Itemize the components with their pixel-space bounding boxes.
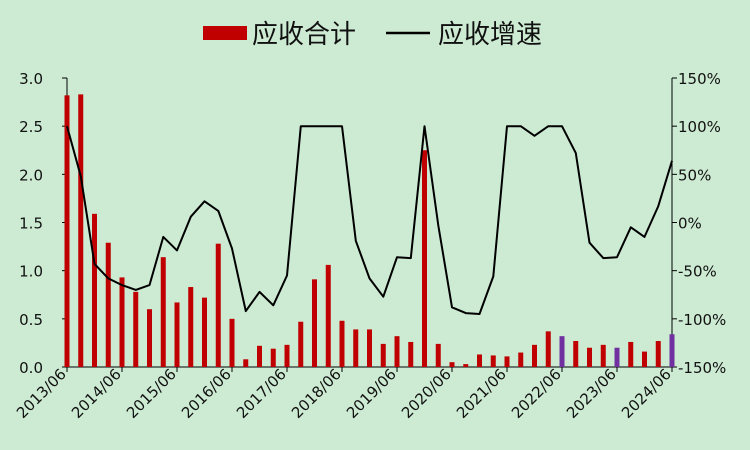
bar [105, 242, 111, 367]
bar [133, 291, 139, 367]
bar [545, 331, 551, 367]
bar [243, 359, 249, 367]
bar [463, 364, 469, 367]
bar [422, 150, 427, 367]
bar [367, 329, 372, 367]
x-tick-label: 2016/06 [178, 365, 235, 422]
bar [298, 321, 304, 367]
bar [229, 318, 235, 367]
legend: 应收合计 应收增速 [203, 20, 542, 50]
bar [215, 243, 221, 367]
legend-label-line: 应收增速 [438, 20, 542, 50]
bar [614, 347, 620, 367]
bar [669, 334, 675, 367]
bar [92, 213, 97, 367]
x-tick-label: 2022/06 [508, 365, 565, 422]
left-tick-label: 0.0 [19, 359, 43, 377]
right-tick-label: -100% [678, 311, 726, 329]
legend-swatch-bar [203, 26, 247, 40]
x-tick-label: 2014/06 [68, 365, 125, 422]
x-tick-label: 2017/06 [233, 365, 290, 422]
left-tick-label: 1.5 [19, 215, 43, 233]
bar [78, 94, 84, 368]
bar [628, 341, 634, 367]
right-tick-label: 150% [678, 70, 721, 88]
bar [394, 336, 400, 367]
left-tick-label: 1.0 [19, 263, 43, 281]
x-tick-label: 2020/06 [398, 365, 455, 422]
right-tick-label: -50% [678, 263, 717, 281]
bar [490, 355, 496, 367]
bar [477, 354, 482, 367]
bar [312, 279, 317, 367]
left-tick-label: 0.5 [19, 311, 43, 329]
bar [504, 356, 510, 367]
x-tick-label: 2021/06 [453, 365, 510, 422]
bar [518, 352, 524, 367]
bar [270, 348, 276, 367]
bar [188, 287, 194, 367]
bar [257, 345, 262, 367]
axes: 0.0 0.5 1.0 1.5 2.0 2.5 3.0 -150% -100% -50% 0% 50%… [13, 70, 726, 422]
bar [160, 257, 166, 367]
bar-series [64, 94, 675, 368]
bar [435, 343, 441, 367]
left-tick-label: 2.0 [19, 166, 43, 184]
x-tick-label: 2019/06 [343, 365, 400, 422]
bar [339, 320, 345, 367]
left-tick-label: 3.0 [19, 70, 43, 88]
x-tick-label: 2023/06 [563, 365, 620, 422]
bar [174, 302, 180, 367]
x-tick-label: 2024/06 [618, 365, 675, 422]
right-tick-label: 0% [678, 215, 702, 233]
bar [573, 340, 579, 367]
bar [64, 95, 70, 367]
x-tick-label: 2015/06 [123, 365, 180, 422]
bar [353, 329, 359, 367]
bar [449, 362, 455, 367]
bar [284, 344, 290, 367]
bar [655, 340, 661, 367]
bar [642, 351, 647, 367]
left-tick-label: 2.5 [19, 118, 43, 136]
bar [202, 297, 207, 367]
legend-label-bar: 应收合计 [252, 20, 356, 50]
bar [559, 336, 565, 367]
right-tick-label: 100% [678, 118, 721, 136]
bar [119, 277, 125, 367]
bar [380, 343, 386, 367]
right-tick-label: 50% [678, 166, 711, 184]
x-tick-label: 2018/06 [288, 365, 345, 422]
bar [532, 344, 537, 367]
bar [408, 341, 414, 367]
bar [587, 347, 592, 367]
bar [147, 309, 152, 367]
bar [325, 264, 331, 367]
right-tick-label: -150% [678, 359, 726, 377]
line-series [66, 125, 673, 315]
bar [600, 344, 606, 367]
growth-line [66, 125, 673, 315]
